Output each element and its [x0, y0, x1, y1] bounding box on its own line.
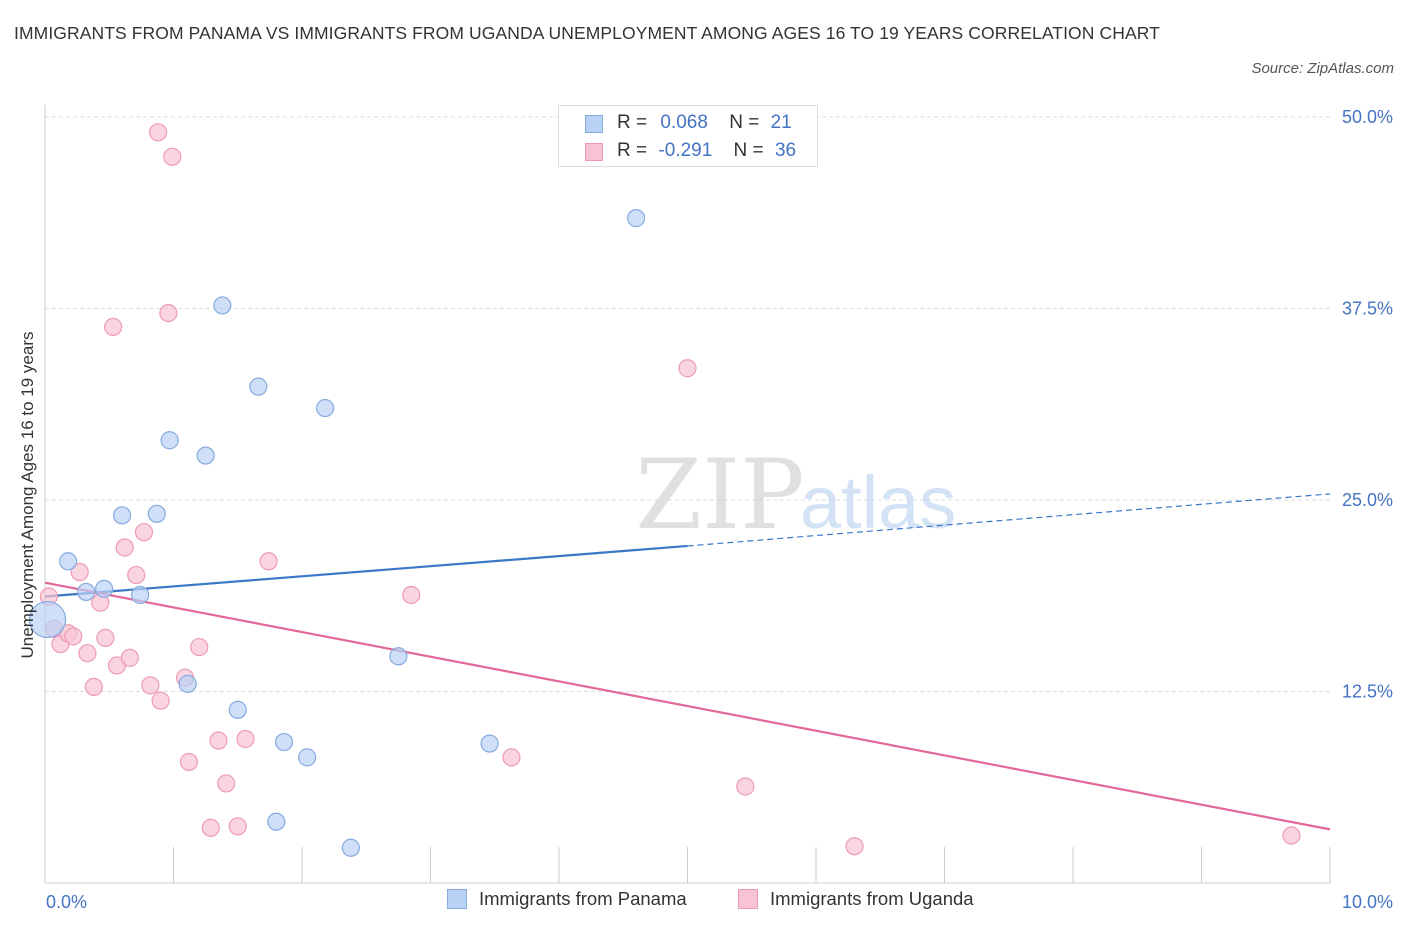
point-uganda-20 [163, 147, 182, 166]
axes [44, 105, 1331, 884]
point-uganda-27 [228, 817, 247, 836]
point-uganda-15 [134, 523, 154, 542]
legend-panama-text: R = 0.068 N = 21 [617, 112, 792, 134]
point-uganda-5 [70, 562, 89, 582]
y-tick-label-2: 37.5% [1342, 299, 1393, 319]
point-panama-5 [130, 585, 150, 605]
y-tick-label-3: 50.0% [1342, 107, 1393, 127]
point-panama-16 [316, 398, 335, 418]
point-uganda-29 [259, 552, 278, 571]
panama-swatch [585, 115, 603, 133]
trend-line-uganda [44, 581, 1331, 831]
watermark-zip: ZIP [635, 439, 804, 551]
point-uganda-28 [236, 729, 255, 749]
y-tick-label-0: 12.5% [1342, 682, 1393, 702]
trend-line-panama-extension [687, 493, 1331, 547]
point-panama-6 [147, 504, 166, 523]
point-uganda-32 [678, 359, 697, 378]
point-panama-11 [228, 700, 247, 719]
panama-legend-label: Immigrants from Panama [479, 888, 687, 909]
point-panama-0 [28, 600, 67, 639]
point-uganda-13 [120, 648, 139, 667]
series-legend-uganda: Immigrants from Uganda [738, 888, 974, 910]
point-panama-17 [341, 838, 360, 857]
point-uganda-26 [217, 774, 236, 793]
point-panama-15 [298, 748, 317, 767]
point-panama-19 [480, 734, 499, 753]
point-uganda-19 [159, 303, 178, 323]
point-uganda-17 [148, 123, 168, 142]
point-uganda-16 [141, 676, 160, 695]
point-uganda-12 [115, 538, 134, 557]
x-tick-label-max: 10.0% [1342, 892, 1393, 912]
trend-line-panama [44, 544, 688, 598]
point-panama-9 [196, 446, 215, 465]
tick-labels: 12.5% 25.0% 37.5% 50.0% 0.0% 10.0% [46, 107, 1393, 912]
uganda-legend-swatch [738, 889, 758, 909]
panama-r-value: 0.068 [660, 112, 708, 133]
point-panama-14 [274, 732, 294, 752]
trend-lines [44, 493, 1331, 831]
point-panama-2 [77, 582, 96, 602]
point-uganda-35 [1282, 826, 1301, 845]
point-uganda-4 [64, 627, 83, 646]
uganda-r-label: R = [617, 140, 648, 161]
correlation-legend: R = 0.068 N = 21 R = -0.291 N = 36 [558, 105, 818, 167]
watermark-atlas: atlas [800, 461, 956, 544]
point-uganda-10 [104, 317, 123, 336]
panama-n-value: 21 [770, 112, 792, 133]
point-panama-18 [389, 647, 408, 666]
chart-title: IMMIGRANTS FROM PANAMA VS IMMIGRANTS FRO… [14, 23, 1160, 43]
panama-legend-swatch [447, 889, 467, 909]
panama-r-label: R = [617, 112, 648, 133]
point-uganda-18 [151, 691, 170, 710]
point-uganda-24 [201, 818, 220, 837]
y-axis-label: Unemployment Among Ages 16 to 19 years [18, 332, 37, 659]
y-tick-label-1: 25.0% [1342, 490, 1393, 510]
uganda-n-value: 36 [774, 140, 797, 161]
point-panama-13 [267, 812, 286, 831]
point-uganda-31 [502, 748, 521, 767]
point-uganda-30 [402, 585, 421, 605]
grid [45, 116, 1330, 692]
uganda-n-label: N = [733, 140, 764, 161]
x-tick-label-min: 0.0% [46, 892, 87, 912]
point-uganda-33 [736, 777, 755, 796]
point-uganda-9 [96, 628, 115, 647]
data-points [28, 123, 1301, 857]
point-panama-3 [95, 579, 114, 598]
point-uganda-34 [845, 837, 864, 856]
point-panama-7 [160, 431, 179, 450]
point-panama-10 [213, 296, 232, 315]
uganda-r-value: -0.291 [658, 140, 713, 161]
source-label: Source: ZipAtlas.com [1251, 60, 1394, 77]
point-panama-1 [59, 552, 78, 571]
series-legend-panama: Immigrants from Panama [447, 888, 687, 910]
panama-n-label: N = [729, 112, 760, 133]
point-panama-4 [112, 506, 132, 525]
point-uganda-23 [190, 637, 209, 657]
uganda-legend-label: Immigrants from Uganda [770, 888, 974, 909]
point-uganda-6 [78, 644, 97, 663]
uganda-swatch [585, 143, 603, 161]
point-uganda-22 [179, 752, 199, 772]
legend-uganda-text: R = -0.291 N = 36 [617, 140, 796, 162]
point-panama-8 [178, 674, 197, 693]
point-panama-12 [249, 377, 268, 396]
point-uganda-14 [127, 565, 146, 585]
point-panama-20 [626, 209, 646, 228]
point-uganda-7 [84, 677, 103, 697]
point-uganda-25 [209, 731, 228, 750]
